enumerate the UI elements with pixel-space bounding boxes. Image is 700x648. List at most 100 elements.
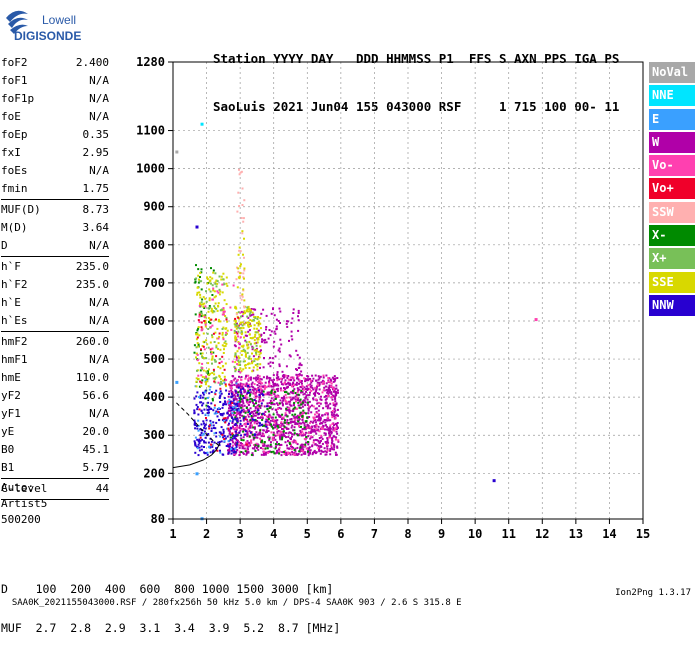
echo-point xyxy=(237,370,240,373)
echo-point xyxy=(237,316,240,319)
echo-point xyxy=(287,439,289,442)
x-tick-label: 2 xyxy=(203,527,210,541)
echo-point xyxy=(240,409,243,412)
echo-point xyxy=(248,367,251,369)
echo-point xyxy=(222,417,225,420)
echo-point xyxy=(330,432,333,435)
echo-point xyxy=(274,398,277,400)
echo-point xyxy=(230,381,233,384)
echo-point xyxy=(310,435,313,438)
echo-point xyxy=(233,383,236,386)
echo-point xyxy=(265,405,268,408)
echo-point xyxy=(300,414,303,417)
echo-point xyxy=(321,442,324,445)
echo-point xyxy=(235,445,238,448)
echo-point xyxy=(329,402,332,405)
echo-point xyxy=(270,451,273,453)
x-tick-label: 11 xyxy=(501,527,515,541)
echo-point xyxy=(209,422,212,425)
echo-point xyxy=(234,442,237,445)
echo-point xyxy=(223,348,225,351)
echo-point xyxy=(273,421,276,424)
echo-point xyxy=(242,419,245,422)
echo-point xyxy=(249,337,252,339)
echo-point xyxy=(237,401,240,403)
echo-point xyxy=(291,420,294,423)
echo-point xyxy=(242,436,245,439)
echo-point xyxy=(259,363,262,366)
echo-point xyxy=(336,446,339,449)
echo-point xyxy=(290,330,293,333)
echo-point xyxy=(270,391,273,394)
echo-point xyxy=(217,291,220,294)
echo-point xyxy=(215,344,218,347)
legend-item-e: E xyxy=(649,108,695,130)
echo-point xyxy=(238,375,240,378)
echo-point xyxy=(327,395,329,397)
echo-point xyxy=(320,449,323,452)
echo-point xyxy=(238,249,241,252)
echo-point xyxy=(218,418,220,421)
echo-point xyxy=(292,376,295,379)
echo-point xyxy=(249,377,252,380)
echo-point xyxy=(253,399,256,401)
echo-point xyxy=(307,432,310,435)
echo-point xyxy=(293,429,296,432)
echo-point xyxy=(304,433,307,436)
echo-point xyxy=(310,384,313,387)
echo-point xyxy=(251,337,254,340)
echo-point xyxy=(225,282,228,285)
echo-point xyxy=(295,407,298,410)
echo-point xyxy=(252,355,255,358)
echo-point xyxy=(226,284,229,287)
echo-point xyxy=(227,409,230,412)
echo-point xyxy=(302,409,305,412)
echo-point xyxy=(265,314,268,317)
echo-point xyxy=(209,279,212,282)
param-value: N/A xyxy=(89,164,109,177)
echo-point xyxy=(228,443,231,446)
param-row: foEs N/A xyxy=(1,162,109,180)
echo-point xyxy=(198,385,201,388)
echo-point xyxy=(269,445,272,448)
echo-point xyxy=(270,397,273,400)
echo-point xyxy=(330,382,333,385)
echo-point xyxy=(311,430,314,433)
echo-point xyxy=(279,438,282,441)
echo-point xyxy=(243,336,245,339)
echo-point xyxy=(207,441,210,444)
echo-point xyxy=(316,402,319,405)
echo-point xyxy=(211,351,214,354)
echo-point xyxy=(229,386,232,389)
param-name: h`E xyxy=(1,296,21,309)
echo-point xyxy=(254,308,257,311)
echo-point xyxy=(231,446,234,449)
echo-point xyxy=(197,443,200,446)
echo-point xyxy=(248,430,251,433)
echo-point xyxy=(261,447,264,450)
echo-point xyxy=(315,451,318,454)
echo-point xyxy=(193,411,196,414)
echo-point xyxy=(326,412,329,415)
echo-point xyxy=(253,414,256,417)
echo-point xyxy=(256,380,259,383)
echo-point xyxy=(296,417,299,419)
echo-point xyxy=(300,370,303,373)
echo-point xyxy=(200,122,204,126)
echo-point xyxy=(235,382,238,385)
echo-point xyxy=(325,451,328,453)
echo-point xyxy=(175,380,179,384)
echo-point xyxy=(327,379,330,382)
echo-point xyxy=(231,384,233,387)
echo-point xyxy=(307,450,309,453)
echo-point xyxy=(272,427,275,430)
echo-point xyxy=(249,391,252,394)
echo-point xyxy=(276,449,278,452)
echo-point xyxy=(239,364,242,366)
echo-point xyxy=(207,370,209,373)
echo-point xyxy=(210,282,212,285)
echo-point xyxy=(233,452,236,455)
echo-point xyxy=(234,450,237,453)
echo-point xyxy=(284,441,287,444)
echo-point xyxy=(327,387,330,390)
